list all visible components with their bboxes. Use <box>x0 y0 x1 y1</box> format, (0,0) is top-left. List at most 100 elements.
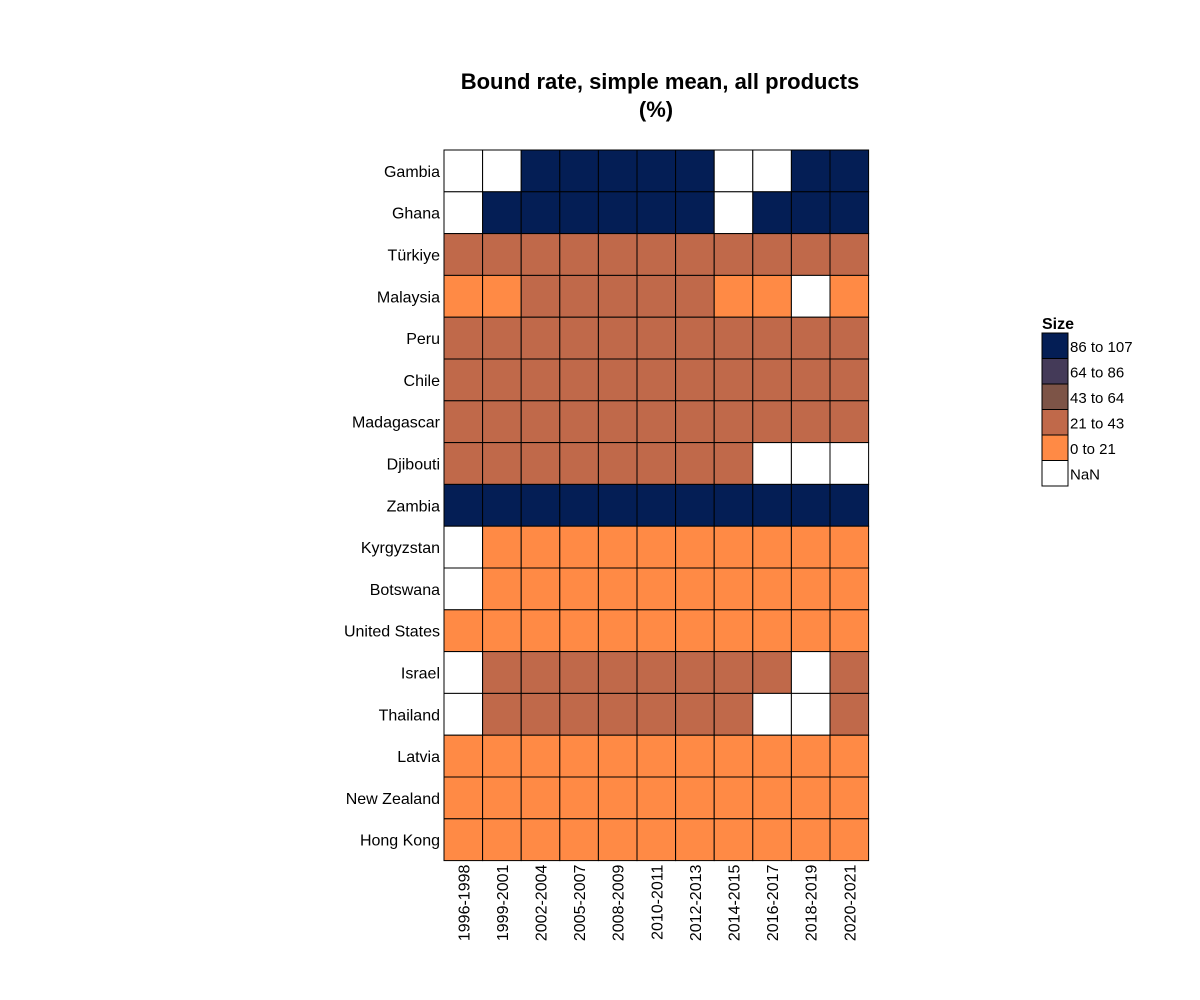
heatmap-cell <box>636 149 677 193</box>
y-tick-label: Botswana <box>370 582 440 599</box>
heatmap-cell <box>559 525 599 569</box>
heatmap-cell <box>636 316 677 360</box>
heatmap-cell <box>829 692 870 736</box>
heatmap-cell <box>559 274 599 318</box>
heatmap-cell <box>520 358 561 402</box>
heatmap-cell <box>790 149 831 193</box>
heatmap-cell <box>752 358 792 402</box>
x-tick-label: 2018-2019 <box>804 864 821 941</box>
x-tick-label: 2012-2013 <box>688 864 705 941</box>
y-tick-label: Israel <box>401 666 440 683</box>
x-tick-label: 2008-2009 <box>611 864 628 941</box>
y-tick-label: Ghana <box>392 206 440 223</box>
heatmap-cell <box>597 274 638 318</box>
heatmap-cell <box>482 483 522 527</box>
heatmap-cell <box>520 651 561 694</box>
heatmap-cell <box>482 191 522 235</box>
x-tick-label: 2005-2007 <box>572 864 589 941</box>
heatmap-cell <box>597 149 638 193</box>
heatmap-cell <box>790 734 831 778</box>
heatmap-cell <box>520 776 561 820</box>
heatmap-cell <box>559 651 599 694</box>
heatmap-cell <box>829 483 870 527</box>
heatmap-cell <box>520 609 561 653</box>
heatmap-cell <box>636 776 677 820</box>
heatmap-cell <box>636 442 677 485</box>
heatmap-cell <box>752 400 792 444</box>
heatmap-cell <box>443 400 484 444</box>
heatmap-cell <box>829 274 870 318</box>
legend-swatch <box>1041 332 1069 359</box>
heatmap-cell <box>482 233 522 276</box>
heatmap-cell <box>675 316 715 360</box>
heatmap-cell <box>597 651 638 694</box>
legend-swatch <box>1041 358 1069 385</box>
heatmap-cell <box>597 818 638 862</box>
heatmap-cell <box>713 358 754 402</box>
heatmap-cell <box>829 609 870 653</box>
heatmap-cell <box>482 274 522 318</box>
heatmap-cell <box>482 525 522 569</box>
heatmap-cell <box>482 442 522 485</box>
heatmap-cell <box>790 274 831 318</box>
heatmap-cells <box>443 149 870 862</box>
heatmap-cell <box>559 233 599 276</box>
heatmap-cell <box>636 274 677 318</box>
heatmap-cell <box>443 609 484 653</box>
heatmap-cell <box>559 734 599 778</box>
heatmap-cell <box>829 567 870 611</box>
legend-label: 21 to 43 <box>1070 415 1124 432</box>
heatmap-cell <box>829 734 870 778</box>
heatmap-cell <box>752 609 792 653</box>
heatmap-cell <box>559 776 599 820</box>
heatmap-cell <box>482 776 522 820</box>
heatmap-cell <box>636 567 677 611</box>
heatmap-cell <box>675 567 715 611</box>
heatmap-cell <box>482 818 522 862</box>
heatmap-cell <box>482 609 522 653</box>
heatmap-cell <box>675 525 715 569</box>
heatmap-cell <box>675 734 715 778</box>
heatmap-cell <box>752 525 792 569</box>
y-tick-label: Djibouti <box>387 457 440 474</box>
heatmap-cell <box>482 400 522 444</box>
heatmap-cell <box>636 191 677 235</box>
heatmap-cell <box>597 483 638 527</box>
heatmap-cell <box>520 483 561 527</box>
heatmap-cell <box>713 191 754 235</box>
heatmap-cell <box>520 525 561 569</box>
y-tick-label: Latvia <box>397 749 440 766</box>
legend-swatch <box>1041 409 1069 436</box>
heatmap-cell <box>675 818 715 862</box>
heatmap-cell <box>520 316 561 360</box>
heatmap-cell <box>597 776 638 820</box>
heatmap-cell <box>636 233 677 276</box>
heatmap-cell <box>559 191 599 235</box>
y-tick-label: Gambia <box>384 164 440 181</box>
x-tick-label: 2014-2015 <box>727 864 744 941</box>
heatmap-cell <box>713 525 754 569</box>
heatmap-cell <box>752 149 792 193</box>
heatmap-cell <box>713 651 754 694</box>
legend-label: 86 to 107 <box>1070 339 1133 356</box>
y-tick-label: Malaysia <box>377 289 440 306</box>
legend-swatch <box>1041 383 1069 410</box>
heatmap-cell <box>482 149 522 193</box>
heatmap-cell <box>559 483 599 527</box>
heatmap-cell <box>829 400 870 444</box>
heatmap-cell <box>520 818 561 862</box>
legend-swatch <box>1041 434 1069 461</box>
heatmap-cell <box>752 818 792 862</box>
heatmap-cell <box>752 776 792 820</box>
heatmap-cell <box>482 692 522 736</box>
heatmap-cell <box>559 400 599 444</box>
y-tick-label: Hong Kong <box>360 833 440 850</box>
heatmap-cell <box>520 274 561 318</box>
heatmap-cell <box>559 609 599 653</box>
heatmap-cell <box>559 567 599 611</box>
heatmap-cell <box>597 233 638 276</box>
heatmap-cell <box>829 149 870 193</box>
y-tick-label: Thailand <box>379 707 440 724</box>
heatmap-cell <box>829 233 870 276</box>
heatmap-cell <box>597 400 638 444</box>
